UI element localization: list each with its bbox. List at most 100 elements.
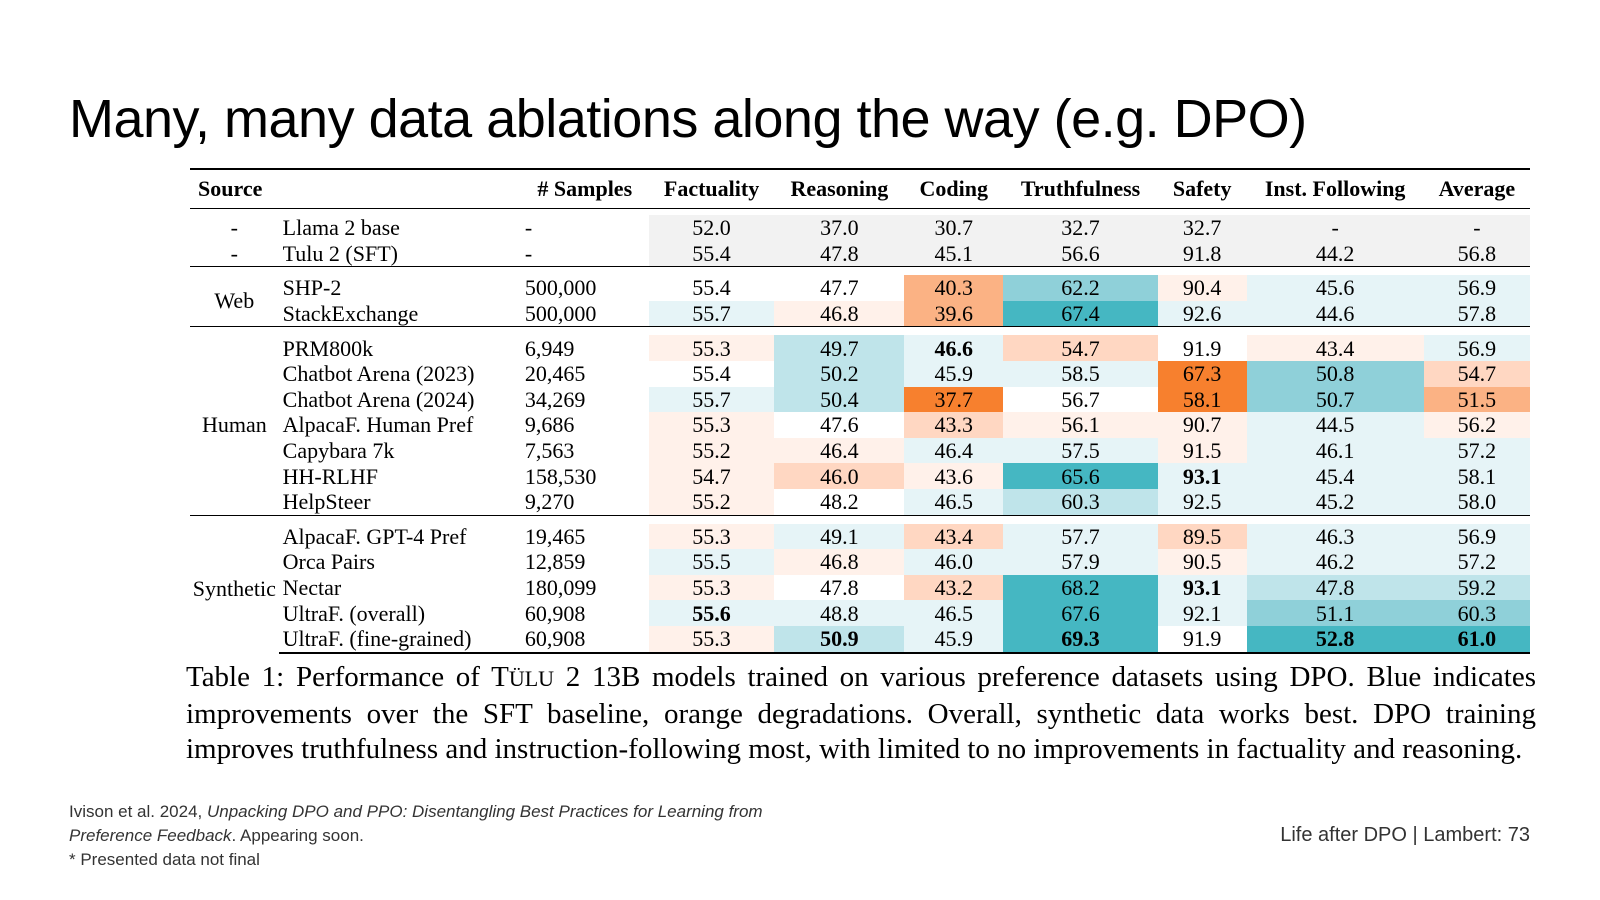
score-cell: 49.7	[774, 335, 905, 361]
source-cell: -	[230, 240, 238, 266]
score-cell: 56.6	[1003, 240, 1158, 267]
samples-cell: 60,908	[524, 600, 586, 626]
score-cell: 45.6	[1246, 275, 1424, 301]
source-cell: Web	[214, 288, 255, 314]
score-cell: 92.5	[1157, 488, 1247, 516]
score-cell: 46.1	[1246, 437, 1424, 464]
score-cell: 51.5	[1423, 386, 1530, 413]
score-cell: 56.1	[1003, 412, 1158, 438]
table-row: Chatbot Arena (2023) 20,465 55.4 50.2 45.9 58…	[190, 360, 1530, 387]
dataset-cell: Tulu 2 (SFT)	[282, 240, 398, 266]
score-cell: 65.6	[1003, 463, 1158, 489]
score-cell: 56.9	[1423, 275, 1530, 301]
table-row: Synthetic AlpacaF. GPT-4 Pref 19,465 55.3 49…	[190, 523, 1530, 601]
score-cell: 52.0	[648, 215, 775, 241]
score-cell: 55.3	[648, 523, 775, 550]
table-row: StackExchange 500,000 55.7 46.8 39.6 67.4 92.6…	[190, 300, 1530, 327]
score-cell: 46.3	[1246, 523, 1424, 550]
slide-title: Many, many data ablations along the way …	[69, 89, 1307, 149]
samples-cell: 34,269	[524, 386, 586, 412]
score-cell: 56.2	[1423, 412, 1530, 438]
score-cell: 55.7	[648, 386, 775, 413]
score-cell: 57.5	[1003, 437, 1158, 464]
score-cell: 90.5	[1157, 549, 1247, 575]
citation-title-part1: Unpacking DPO and PPO: Disentangling Bes…	[206, 802, 763, 821]
data-disclaimer: * Presented data not final	[69, 850, 260, 869]
samples-cell: 9,686	[524, 412, 575, 438]
score-cell: 93.1	[1157, 574, 1247, 601]
dataset-cell: HH-RLHF	[282, 463, 378, 489]
score-cell: 91.5	[1157, 437, 1247, 464]
score-cell: 59.2	[1423, 574, 1530, 601]
score-cell: 54.7	[1003, 335, 1158, 361]
score-cell: 55.3	[648, 574, 775, 601]
score-cell: 48.8	[774, 600, 905, 626]
score-cell: 49.1	[774, 523, 905, 550]
score-cell: 61.0	[1423, 625, 1530, 654]
source-cell: Human	[201, 412, 267, 438]
citation-status: . Appearing soon.	[231, 826, 364, 845]
score-cell: 55.5	[648, 549, 775, 575]
score-cell: 55.4	[692, 275, 731, 301]
score-cell: 46.0	[774, 463, 905, 489]
citation-title-part2: Preference Feedback	[69, 826, 232, 845]
source-cell: Synthetic	[192, 575, 276, 601]
score-cell: 57.2	[1423, 549, 1530, 575]
dataset-cell: Llama 2 base	[282, 215, 400, 241]
score-cell: 44.2	[1246, 240, 1424, 267]
score-cell: 50.4	[774, 386, 905, 413]
dataset-cell: AlpacaF. Human Pref	[282, 412, 474, 438]
score-cell: 47.8	[774, 240, 905, 267]
table-row: Web SHP-2 500,000 55.4 47.7 40.3 62.2 90.4 45.6 5…	[190, 275, 1530, 313]
score-cell: 67.3	[1157, 360, 1247, 387]
score-cell: 57.9	[1003, 549, 1158, 575]
score-cell: 56.8	[1423, 240, 1530, 267]
score-cell: 58.5	[1003, 360, 1158, 387]
dataset-cell: PRM800k	[282, 335, 374, 361]
score-cell: 91.9	[1157, 625, 1247, 654]
spacer-cell	[190, 326, 1530, 336]
score-cell: 55.4	[648, 240, 775, 267]
dataset-cell: AlpacaF. GPT-4 Pref	[282, 523, 467, 549]
score-cell: 55.3	[648, 412, 775, 438]
samples-cell: 20,465	[524, 361, 586, 387]
table-row: Nectar 180,099 55.3 47.8 43.2 68.2 93.1 47.8 59.…	[190, 574, 1530, 601]
spacer-cell	[190, 514, 1530, 524]
score-cell: 45.9	[904, 625, 1004, 654]
dataset-cell: UltraF. (fine-grained)	[278, 625, 521, 654]
table-row: - Tulu 2 (SFT) - 55.4 47.8 45.1 56.6 91.8 44.2 56…	[190, 240, 1530, 267]
score-cell: 46.4	[774, 437, 905, 464]
score-cell: 90.4	[1157, 275, 1247, 301]
score-cell: 91.8	[1157, 240, 1247, 267]
score-cell: 55.7	[648, 300, 775, 327]
samples-cell: 6,949	[524, 335, 575, 361]
score-cell: 47.8	[1246, 574, 1424, 601]
table-row: Orca Pairs 12,859 55.5 46.8 46.0 57.9 90.5 46.2…	[190, 549, 1530, 575]
dataset-cell: Orca Pairs	[282, 549, 375, 575]
column-header: # Samples	[520, 168, 649, 209]
caption-model-smallcaps: ÜLU	[508, 666, 555, 691]
score-cell: 91.9	[1182, 335, 1222, 361]
score-cell: 55.2	[648, 488, 775, 516]
score-cell: 46.8	[774, 549, 905, 575]
slide-footer: Life after DPO | Lambert: 73	[1280, 824, 1530, 846]
score-cell: 50.8	[1246, 360, 1424, 387]
score-cell: 46.5	[904, 600, 1004, 626]
score-cell: 93.1	[1157, 463, 1247, 489]
score-cell: 46.4	[904, 437, 1004, 464]
samples-cell: -	[524, 240, 533, 266]
score-cell: -	[1246, 215, 1424, 241]
score-cell: 45.2	[1246, 488, 1424, 516]
score-cell: 37.0	[774, 215, 905, 241]
table-row: - Llama 2 base -52.0 37.0 30.7 32.7 32.7- -	[190, 215, 1530, 241]
score-cell: 47.6	[820, 412, 859, 438]
group-spacer	[190, 514, 1530, 524]
samples-cell: 60,908	[520, 625, 649, 654]
score-cell: 55.6	[648, 600, 775, 626]
score-cell: 57.8	[1423, 300, 1530, 327]
score-cell: 55.4	[692, 361, 731, 387]
score-cell: 67.6	[1003, 600, 1158, 626]
score-cell: 32.7	[1157, 215, 1247, 241]
caption-lead: Table 1: Performance of	[186, 661, 492, 693]
caption-body: 2 13B models trained on various preferen…	[186, 661, 1536, 765]
